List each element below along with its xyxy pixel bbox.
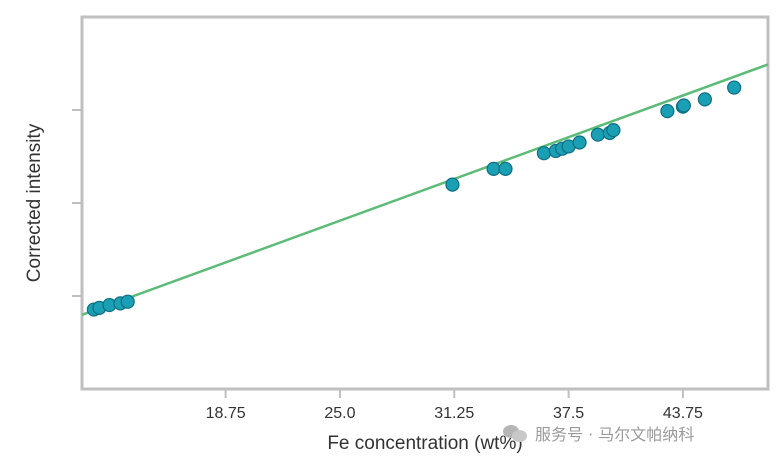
data-point [676, 98, 691, 113]
trend-line [81, 63, 769, 317]
data-point [120, 294, 135, 309]
data-point [572, 135, 587, 150]
x-tick-label: 25.0 [324, 405, 355, 422]
data-point [606, 123, 621, 138]
data-point [445, 177, 460, 192]
x-tick-label: 31.25 [434, 405, 474, 422]
x-tick-label: 37.5 [553, 405, 584, 422]
data-point [536, 146, 552, 161]
watermark-text: 服务号 · 马尔文帕纳科 [535, 425, 695, 444]
y-axis-title: Corrected intensity [24, 123, 45, 282]
plot-frame [80, 15, 770, 391]
data-point [697, 92, 712, 107]
data-point [498, 161, 513, 176]
data-point [590, 127, 605, 142]
x-axis-title: Fe concentration (wt%) [327, 433, 522, 454]
wechat-icon [503, 423, 529, 443]
data-point [660, 104, 675, 119]
x-tick-label: 18.75 [206, 405, 246, 422]
x-tick-label: 43.75 [663, 405, 703, 422]
watermark: 服务号 · 马尔文帕纳科 [503, 421, 694, 445]
data-point [727, 80, 742, 95]
data-point [486, 161, 501, 176]
